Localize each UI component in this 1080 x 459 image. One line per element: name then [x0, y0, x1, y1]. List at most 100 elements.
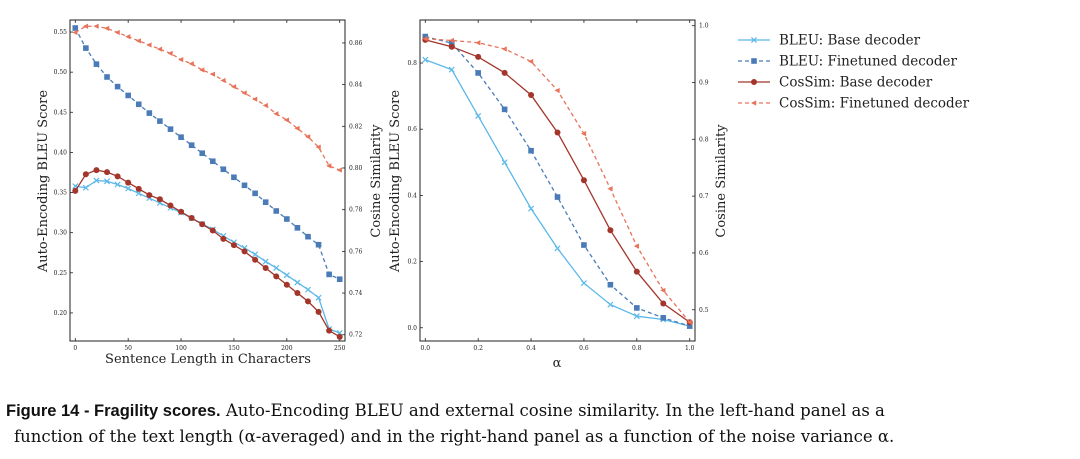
data-point-circle — [178, 208, 185, 215]
data-point-circle — [448, 43, 455, 50]
data-point-triangle — [82, 23, 89, 29]
data-point-circle — [114, 173, 121, 180]
data-point-x — [528, 205, 535, 212]
data-point-triangle — [528, 58, 534, 65]
x-tick-label: 0.0 — [421, 345, 431, 352]
y2-tick-label: 0.80 — [349, 165, 363, 172]
y-tick-label: 0.50 — [54, 69, 68, 76]
data-point-circle — [607, 227, 614, 234]
data-point-circle — [188, 215, 195, 222]
data-point-triangle — [686, 319, 692, 325]
data-point-x — [554, 245, 561, 252]
y2-tick-label: 0.7 — [699, 193, 709, 200]
y2-tick-label: 0.82 — [349, 123, 363, 130]
data-point-square — [252, 190, 258, 197]
legend-label: BLEU: Base decoder — [779, 33, 921, 49]
data-point-square — [294, 225, 301, 231]
y2-tick-label: 0.74 — [349, 290, 363, 297]
left-y-axis-label: Auto-Encoding BLEU Score — [36, 90, 51, 273]
data-point-circle — [199, 221, 206, 228]
data-point-triangle — [125, 34, 131, 40]
data-point-square — [581, 242, 587, 248]
data-point-x — [422, 56, 429, 63]
data-point-x — [93, 177, 100, 184]
data-point-circle — [528, 91, 535, 98]
data-point-square — [93, 61, 100, 67]
data-point-triangle — [188, 61, 194, 67]
x-tick-label: 250 — [334, 345, 346, 352]
data-point-triangle — [607, 186, 613, 192]
data-point-square — [125, 92, 131, 99]
data-point-square — [83, 45, 89, 51]
left-plot: 0 50 100 150 200 250 0.20 0.25 0.30 0.35 0.40 0.45 0… — [54, 20, 363, 352]
data-point-square — [528, 147, 534, 154]
y-tick-label: 0.0 — [407, 325, 417, 332]
data-point-square — [209, 158, 216, 165]
data-point-triangle — [146, 42, 152, 48]
data-point-circle — [273, 273, 280, 280]
x-tick-label: 0.8 — [632, 345, 642, 352]
data-point-circle — [294, 290, 301, 297]
data-point-circle — [72, 187, 79, 194]
data-point-x — [607, 301, 614, 308]
data-point-triangle — [114, 29, 120, 36]
data-point-triangle — [315, 144, 321, 150]
data-point-triangle — [273, 111, 279, 117]
series-line-triangle — [74, 25, 340, 171]
left-x-axis-label: Sentence Length in Characters — [105, 352, 311, 367]
data-point-circle — [104, 169, 111, 176]
data-point-square — [305, 233, 311, 240]
data-point-square — [554, 194, 561, 200]
data-point-circle — [554, 129, 561, 136]
legend-marker-square — [751, 58, 757, 64]
x-tick-label: 0.2 — [473, 345, 483, 352]
legend-item: CosSim: Base decoder — [738, 75, 933, 91]
x-tick-label: 100 — [175, 345, 187, 352]
data-point-circle — [167, 202, 174, 209]
data-point-square — [135, 101, 142, 108]
data-point-triangle — [660, 287, 666, 294]
data-point-triangle — [167, 50, 173, 56]
data-point-square — [273, 208, 280, 214]
data-point-x — [273, 264, 280, 271]
data-point-square — [146, 110, 153, 116]
data-point-circle — [135, 185, 142, 192]
data-point-x — [114, 181, 121, 188]
data-point-x — [304, 286, 312, 293]
data-point-circle — [660, 300, 667, 307]
data-point-square — [448, 40, 455, 46]
y-tick-label: 0.20 — [54, 310, 68, 317]
data-point-x — [262, 258, 269, 265]
caption-line-1: Auto-Encoding BLEU and external cosine s… — [225, 401, 885, 420]
data-point-triangle — [93, 23, 99, 29]
data-point-square — [660, 315, 667, 321]
data-point-square — [167, 126, 174, 132]
legend-item: CosSim: Finetuned decoder — [738, 96, 970, 112]
data-point-square — [188, 142, 195, 148]
series-line-x — [425, 59, 690, 327]
data-point-triangle — [104, 25, 110, 31]
data-point-x — [252, 251, 259, 258]
data-point-x — [501, 159, 508, 166]
data-point-square — [231, 174, 237, 181]
y2-tick-label: 0.8 — [699, 136, 709, 143]
data-point-circle — [336, 333, 343, 340]
y2-tick-label: 1.0 — [699, 23, 709, 30]
data-point-circle — [633, 268, 640, 275]
data-point-square — [634, 305, 640, 311]
data-point-square — [178, 134, 184, 140]
data-point-x — [475, 112, 482, 119]
y-tick-label: 0.40 — [54, 149, 68, 156]
data-point-x — [633, 313, 640, 320]
data-point-circle — [220, 235, 227, 242]
data-point-square — [336, 276, 343, 283]
data-point-circle — [93, 167, 100, 174]
data-point-x — [82, 184, 89, 191]
y-tick-label: 0.8 — [407, 60, 417, 67]
y-tick-label: 0.55 — [54, 29, 68, 36]
data-point-circle — [326, 327, 333, 334]
data-point-triangle — [199, 67, 205, 73]
x-tick-label: 0.4 — [526, 345, 536, 352]
data-point-triangle — [72, 29, 78, 36]
x-tick-label: 50 — [124, 345, 132, 352]
